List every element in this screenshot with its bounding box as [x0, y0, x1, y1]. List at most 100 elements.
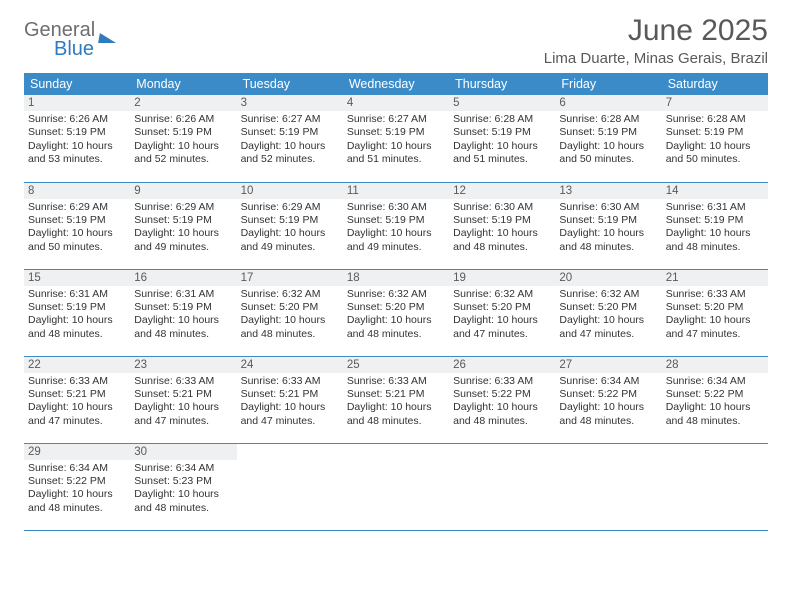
weekday-header: Thursday — [449, 73, 555, 95]
calendar-cell: 24Sunrise: 6:33 AMSunset: 5:21 PMDayligh… — [237, 356, 343, 443]
sunset-line: Sunset: 5:19 PM — [347, 126, 445, 139]
day-number: 19 — [449, 270, 555, 286]
daylight-line: Daylight: 10 hours and 48 minutes. — [134, 488, 232, 515]
sunset-line: Sunset: 5:19 PM — [28, 214, 126, 227]
day-number: 27 — [555, 357, 661, 373]
day-number: 25 — [343, 357, 449, 373]
calendar-cell: 13Sunrise: 6:30 AMSunset: 5:19 PMDayligh… — [555, 182, 661, 269]
day-number: 23 — [130, 357, 236, 373]
daylight-line: Daylight: 10 hours and 49 minutes. — [347, 227, 445, 254]
calendar-cell — [662, 443, 768, 530]
sunrise-line: Sunrise: 6:31 AM — [666, 201, 764, 214]
cell-inner: 22Sunrise: 6:33 AMSunset: 5:21 PMDayligh… — [24, 357, 130, 433]
calendar-cell: 8Sunrise: 6:29 AMSunset: 5:19 PMDaylight… — [24, 182, 130, 269]
cell-inner: 2Sunrise: 6:26 AMSunset: 5:19 PMDaylight… — [130, 95, 236, 171]
calendar-cell: 28Sunrise: 6:34 AMSunset: 5:22 PMDayligh… — [662, 356, 768, 443]
calendar-cell: 17Sunrise: 6:32 AMSunset: 5:20 PMDayligh… — [237, 269, 343, 356]
cell-inner: 9Sunrise: 6:29 AMSunset: 5:19 PMDaylight… — [130, 183, 236, 259]
day-number: 17 — [237, 270, 343, 286]
daylight-line: Daylight: 10 hours and 47 minutes. — [241, 401, 339, 428]
cell-inner: 27Sunrise: 6:34 AMSunset: 5:22 PMDayligh… — [555, 357, 661, 433]
calendar-cell: 10 Sunrise: 6:29 AMSunset: 5:19 PMDayligh… — [237, 182, 343, 269]
sunset-line: Sunset: 5:19 PM — [666, 214, 764, 227]
day-number: 10 — [237, 183, 343, 199]
daylight-line: Daylight: 10 hours and 53 minutes. — [28, 140, 126, 167]
day-number: 12 — [449, 183, 555, 199]
sunset-line: Sunset: 5:20 PM — [666, 301, 764, 314]
daylight-line: Daylight: 10 hours and 48 minutes. — [28, 488, 126, 515]
calendar-header-row: SundayMondayTuesdayWednesdayThursdayFrid… — [24, 73, 768, 95]
page-title: June 2025 — [544, 14, 768, 48]
daylight-line: Daylight: 10 hours and 50 minutes. — [666, 140, 764, 167]
page-subtitle: Lima Duarte, Minas Gerais, Brazil — [544, 50, 768, 67]
sunset-line: Sunset: 5:19 PM — [347, 214, 445, 227]
daylight-line: Daylight: 10 hours and 48 minutes. — [241, 314, 339, 341]
daylight-line: Daylight: 10 hours and 48 minutes. — [559, 401, 657, 428]
day-number: 29 — [24, 444, 130, 460]
calendar-cell: 11Sunrise: 6:30 AMSunset: 5:19 PMDayligh… — [343, 182, 449, 269]
sunset-line: Sunset: 5:21 PM — [28, 388, 126, 401]
calendar-cell: 2Sunrise: 6:26 AMSunset: 5:19 PMDaylight… — [130, 95, 236, 182]
cell-inner: 12Sunrise: 6:30 AMSunset: 5:19 PMDayligh… — [449, 183, 555, 259]
sunset-line: Sunset: 5:19 PM — [241, 126, 339, 139]
sunrise-line: Sunrise: 6:30 AM — [347, 201, 445, 214]
day-number: 13 — [555, 183, 661, 199]
cell-inner: 13Sunrise: 6:30 AMSunset: 5:19 PMDayligh… — [555, 183, 661, 259]
daylight-line: Daylight: 10 hours and 47 minutes. — [453, 314, 551, 341]
cell-inner: 10 Sunrise: 6:29 AMSunset: 5:19 PMDayligh… — [237, 183, 343, 259]
sunrise-line: Sunrise: 6:32 AM — [347, 288, 445, 301]
calendar-body: 1Sunrise: 6:26 AMSunset: 5:19 PMDaylight… — [24, 95, 768, 530]
weekday-header: Tuesday — [237, 73, 343, 95]
sunset-line: Sunset: 5:21 PM — [347, 388, 445, 401]
sunset-line: Sunset: 5:22 PM — [559, 388, 657, 401]
sunrise-line: Sunrise: 6:28 AM — [666, 113, 764, 126]
calendar-cell: 25Sunrise: 6:33 AMSunset: 5:21 PMDayligh… — [343, 356, 449, 443]
calendar-row: 22Sunrise: 6:33 AMSunset: 5:21 PMDayligh… — [24, 356, 768, 443]
daylight-line: Daylight: 10 hours and 48 minutes. — [559, 227, 657, 254]
sunrise-line: Sunrise: 6:33 AM — [347, 375, 445, 388]
sunrise-line: Sunrise: 6:34 AM — [134, 462, 232, 475]
sunrise-line: Sunrise: 6:33 AM — [666, 288, 764, 301]
cell-inner: 6Sunrise: 6:28 AMSunset: 5:19 PMDaylight… — [555, 95, 661, 171]
sunrise-line: Sunrise: 6:34 AM — [28, 462, 126, 475]
sunrise-line: Sunrise: 6:32 AM — [559, 288, 657, 301]
day-number: 6 — [555, 95, 661, 111]
calendar-cell: 26Sunrise: 6:33 AMSunset: 5:22 PMDayligh… — [449, 356, 555, 443]
sunset-line: Sunset: 5:19 PM — [241, 214, 339, 227]
sunrise-line: Sunrise: 6:28 AM — [559, 113, 657, 126]
calendar-cell: 7Sunrise: 6:28 AMSunset: 5:19 PMDaylight… — [662, 95, 768, 182]
sunrise-line: Sunrise: 6:34 AM — [666, 375, 764, 388]
day-number: 3 — [237, 95, 343, 111]
sunset-line: Sunset: 5:19 PM — [134, 126, 232, 139]
daylight-line: Daylight: 10 hours and 49 minutes. — [241, 227, 339, 254]
calendar-cell: 30Sunrise: 6:34 AMSunset: 5:23 PMDayligh… — [130, 443, 236, 530]
cell-inner: 28Sunrise: 6:34 AMSunset: 5:22 PMDayligh… — [662, 357, 768, 433]
calendar-cell — [555, 443, 661, 530]
calendar-row: 8Sunrise: 6:29 AMSunset: 5:19 PMDaylight… — [24, 182, 768, 269]
sunset-line: Sunset: 5:19 PM — [134, 301, 232, 314]
sunrise-line: Sunrise: 6:33 AM — [28, 375, 126, 388]
sunset-line: Sunset: 5:19 PM — [666, 126, 764, 139]
calendar-cell: 9Sunrise: 6:29 AMSunset: 5:19 PMDaylight… — [130, 182, 236, 269]
sunset-line: Sunset: 5:19 PM — [28, 126, 126, 139]
day-number: 14 — [662, 183, 768, 199]
sunrise-line: Sunrise: 6:29 AM — [241, 201, 339, 214]
calendar-row: 1Sunrise: 6:26 AMSunset: 5:19 PMDaylight… — [24, 95, 768, 182]
cell-inner: 7Sunrise: 6:28 AMSunset: 5:19 PMDaylight… — [662, 95, 768, 171]
day-number: 28 — [662, 357, 768, 373]
cell-inner: 3Sunrise: 6:27 AMSunset: 5:19 PMDaylight… — [237, 95, 343, 171]
daylight-line: Daylight: 10 hours and 49 minutes. — [134, 227, 232, 254]
sunrise-line: Sunrise: 6:31 AM — [134, 288, 232, 301]
calendar-cell: 29Sunrise: 6:34 AMSunset: 5:22 PMDayligh… — [24, 443, 130, 530]
calendar-cell: 3Sunrise: 6:27 AMSunset: 5:19 PMDaylight… — [237, 95, 343, 182]
day-number: 2 — [130, 95, 236, 111]
cell-inner: 19Sunrise: 6:32 AMSunset: 5:20 PMDayligh… — [449, 270, 555, 346]
daylight-line: Daylight: 10 hours and 51 minutes. — [453, 140, 551, 167]
calendar-cell: 23Sunrise: 6:33 AMSunset: 5:21 PMDayligh… — [130, 356, 236, 443]
weekday-header: Monday — [130, 73, 236, 95]
logo-text-block: General Blue — [24, 20, 95, 59]
sunrise-line: Sunrise: 6:33 AM — [134, 375, 232, 388]
cell-inner: 20Sunrise: 6:32 AMSunset: 5:20 PMDayligh… — [555, 270, 661, 346]
sunset-line: Sunset: 5:22 PM — [666, 388, 764, 401]
sunrise-line: Sunrise: 6:26 AM — [28, 113, 126, 126]
